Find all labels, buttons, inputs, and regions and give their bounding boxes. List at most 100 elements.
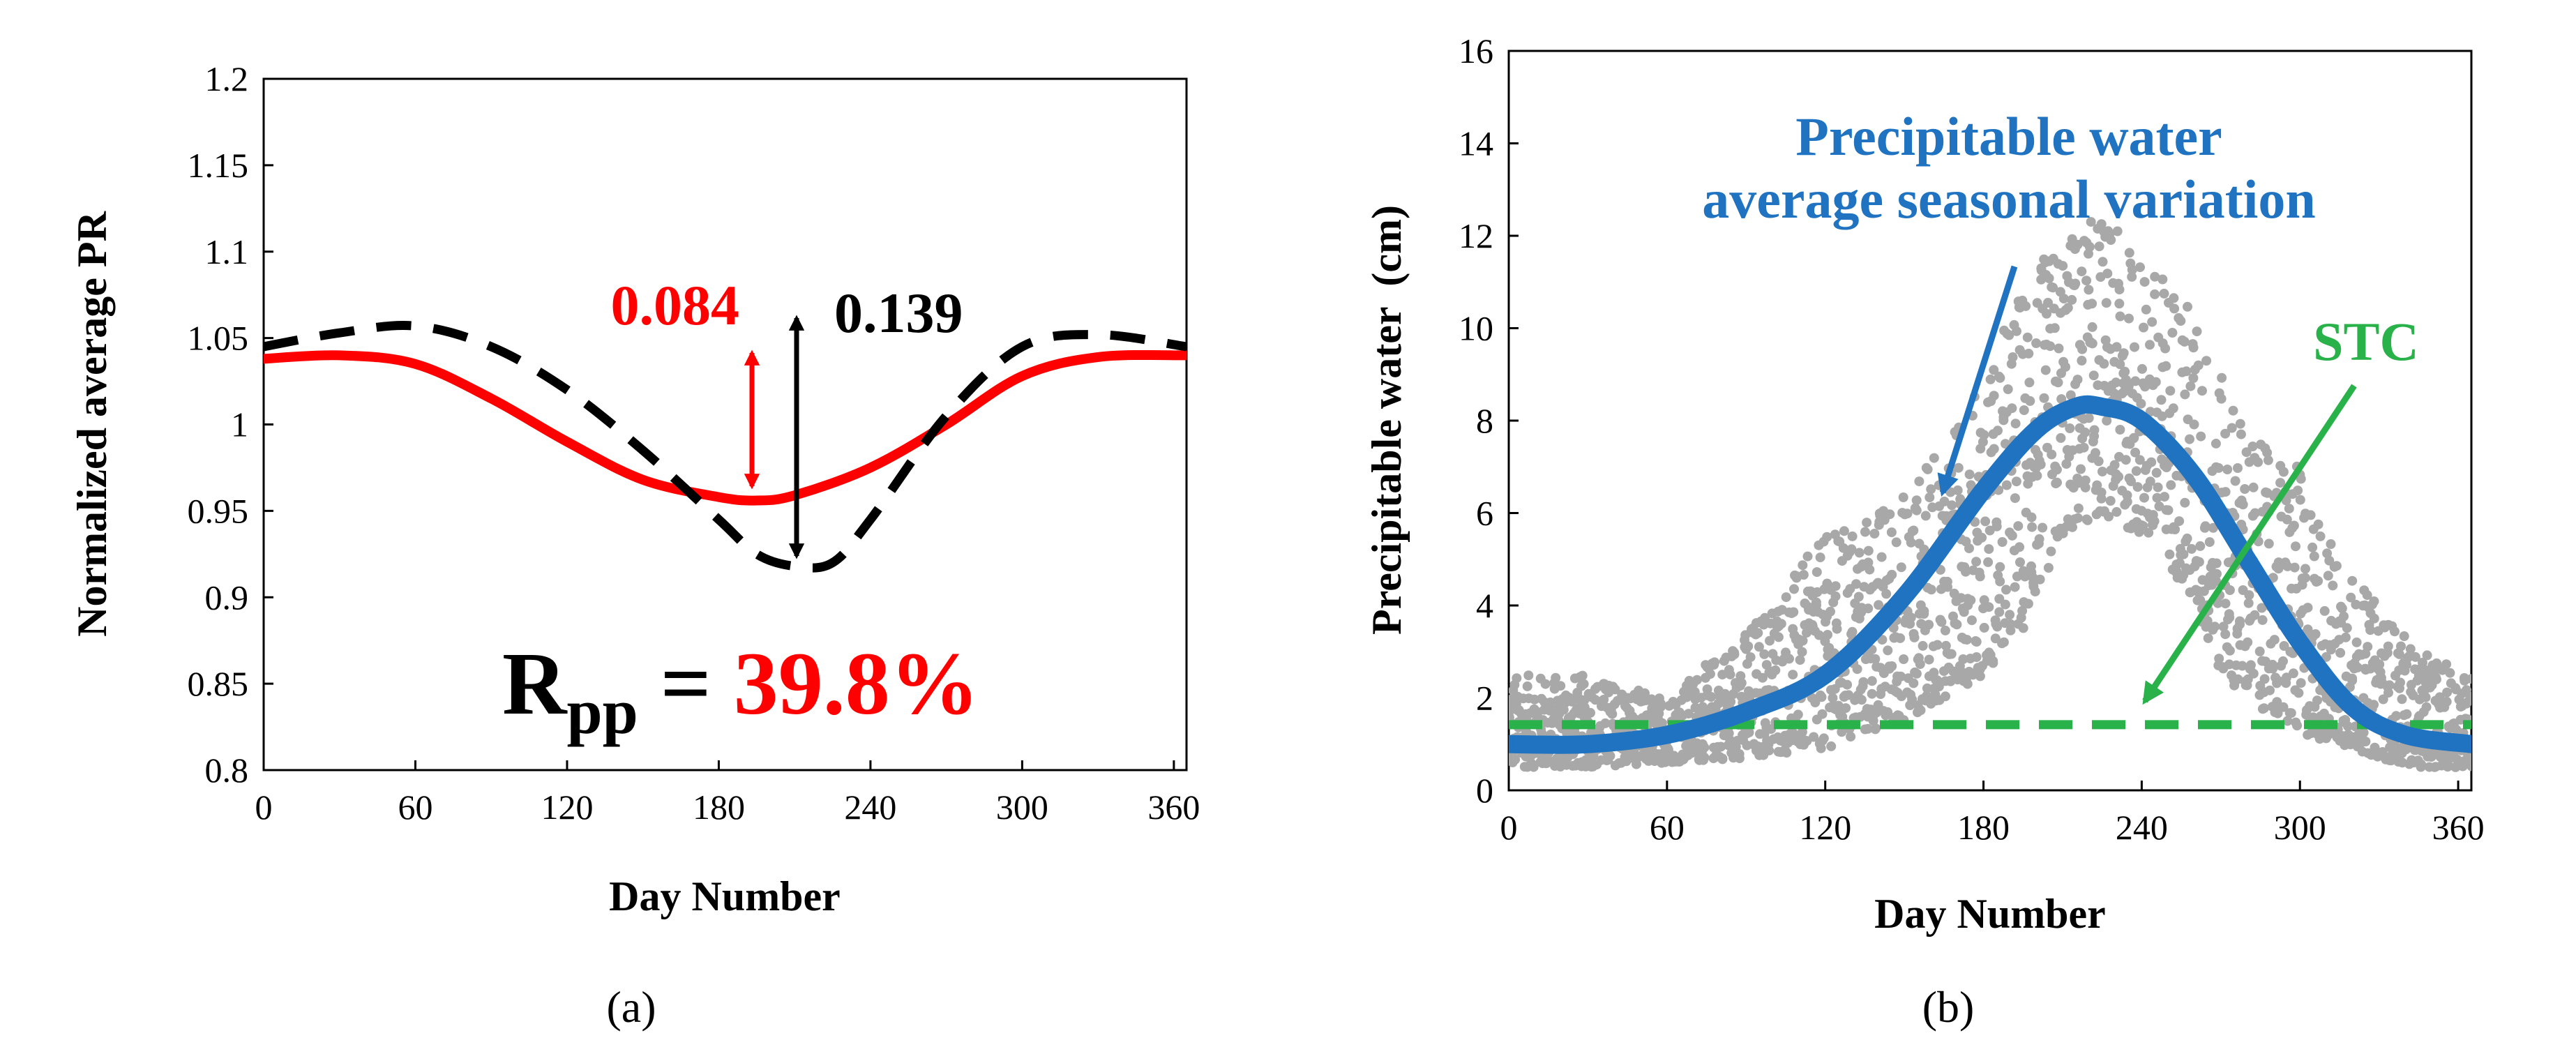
scatter-point (2150, 271, 2160, 282)
scatter-point (1979, 622, 1989, 633)
scatter-point (2273, 676, 2284, 686)
y-tick-label: 2 (1476, 679, 1493, 718)
scatter-point (2099, 359, 2109, 369)
pw-annotation-line2: average seasonal variation (1702, 169, 2316, 229)
scatter-point (2086, 217, 2096, 227)
scatter-point (1867, 676, 1877, 686)
y-tick-label: 0.8 (205, 751, 249, 790)
scatter-point (2395, 677, 2405, 688)
scatter-point (2305, 510, 2316, 520)
scatter-point (2421, 702, 2432, 712)
scatter-point (2259, 674, 2270, 684)
scatter-point (2149, 516, 2160, 527)
scatter-point (2292, 721, 2303, 731)
y-tick-label: 8 (1476, 401, 1493, 440)
stc-annotation-label: STC (2313, 311, 2419, 372)
scatter-point (1753, 628, 1763, 638)
scatter-point (2402, 709, 2412, 719)
scatter-point (2182, 533, 2192, 543)
scatter-point (2250, 610, 2260, 620)
scatter-point (2396, 641, 2406, 652)
scatter-point (2418, 657, 2427, 668)
scatter-point (1971, 637, 1982, 647)
scatter-point (2076, 464, 2086, 474)
scatter-point (1911, 668, 1922, 679)
scatter-point (1989, 444, 1999, 454)
scatter-point (2153, 482, 2163, 492)
scatter-point (2240, 484, 2250, 494)
scatter-point (1891, 537, 1901, 548)
scatter-point (2377, 747, 2388, 757)
scatter-point (2214, 654, 2224, 664)
y-tick-label: 0.85 (188, 664, 249, 703)
scatter-point (2303, 624, 2313, 635)
scatter-point (2087, 322, 2097, 332)
scatter-point (2180, 389, 2190, 400)
scatter-point (1734, 750, 1745, 760)
scatter-point (1528, 762, 1539, 772)
scatter-point (2012, 326, 2021, 336)
scatter-point (1918, 640, 1928, 651)
y-tick-label: 6 (1476, 494, 1493, 533)
x-tick-label: 360 (2432, 808, 2485, 847)
scatter-point (1895, 633, 1906, 643)
scatter-point (1540, 679, 1551, 689)
scatter-point (2384, 680, 2395, 691)
scatter-point (2203, 633, 2213, 643)
scatter-point (2295, 495, 2305, 505)
scatter-point (1761, 660, 1772, 670)
pw-annotation-line1: Precipitable water (1795, 106, 2222, 167)
scatter-point (1743, 641, 1754, 652)
scatter-point (2081, 276, 2092, 286)
scatter-point (2087, 299, 2097, 309)
scatter-point (2104, 511, 2114, 522)
scatter-point (1815, 552, 1825, 563)
scatter-point (1906, 537, 1916, 548)
scatter-point (2079, 442, 2089, 453)
scatter-point (2035, 459, 2046, 469)
scatter-point (1989, 391, 1999, 401)
scatter-point (2007, 403, 2017, 414)
scatter-point (2024, 348, 2034, 359)
scatter-point (2109, 460, 2120, 470)
scatter-point (2049, 323, 2060, 333)
scatter-point (2014, 542, 2025, 552)
scatter-point (2244, 590, 2254, 601)
scatter-point (2080, 482, 2091, 492)
x-tick-label: 60 (1650, 808, 1685, 847)
scatter-point (2032, 470, 2042, 481)
scatter-point (2195, 595, 2206, 605)
scatter-point (1842, 679, 1853, 690)
scatter-point (1725, 669, 1735, 679)
chart-a-y-axis-label: Normalized average PR (69, 211, 115, 636)
scatter-point (2073, 503, 2084, 513)
scatter-point (2378, 694, 2388, 705)
scatter-point (2065, 390, 2076, 400)
scatter-point (2340, 632, 2351, 642)
scatter-point (1992, 622, 2003, 632)
scatter-point (2243, 637, 2253, 647)
scatter-point (2174, 516, 2185, 527)
scatter-point (2257, 603, 2267, 613)
scatter-point (2120, 366, 2130, 377)
scatter-point (2220, 629, 2231, 640)
scatter-point (2300, 564, 2310, 574)
scatter-point (2027, 522, 2038, 532)
scatter-point (2026, 512, 2037, 522)
scatter-point (2296, 474, 2306, 484)
scatter-point (1551, 672, 1561, 683)
scatter-point (1830, 581, 1841, 592)
scatter-point (2369, 700, 2379, 710)
scatter-point (2254, 646, 2265, 656)
scatter-point (1953, 462, 1964, 473)
scatter-point (1908, 525, 1919, 536)
scatter-point (2001, 480, 2012, 490)
scatter-point (2185, 434, 2194, 444)
scatter-point (1736, 678, 1747, 688)
scatter-point (2262, 447, 2273, 458)
scatter-point (2096, 219, 2107, 229)
scatter-point (1977, 532, 1987, 543)
scatter-point (2094, 241, 2104, 252)
scatter-point (1830, 591, 1841, 601)
scatter-point (2227, 423, 2237, 433)
